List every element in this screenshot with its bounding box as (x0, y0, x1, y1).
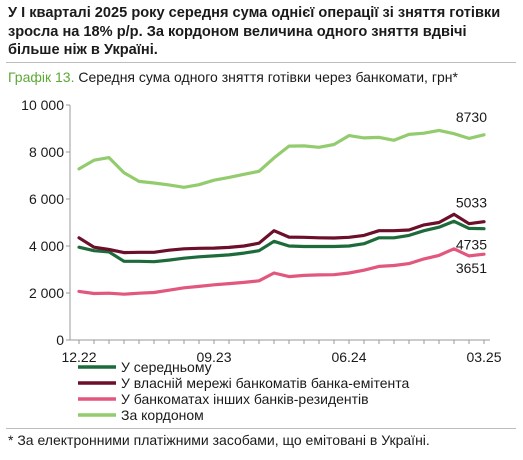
headline: У І кварталі 2025 року середня сума одні… (8, 5, 501, 58)
y-tick-label: 10 000 (21, 97, 64, 113)
legend-label-abroad: За кордоном (121, 407, 204, 423)
figure-number: Графік 13. (8, 69, 75, 85)
end-label-abroad: 8730 (456, 109, 487, 125)
series-line-abroad (77, 128, 486, 189)
x-tick-label: 12.22 (61, 349, 96, 365)
legend-label-own-network: У власній мережі банкоматів банка-емітен… (121, 375, 409, 391)
footnote: * За електронними платіжними засобами, щ… (8, 432, 430, 448)
end-label-own-network: 5033 (456, 195, 487, 211)
y-tick-label: 4 000 (29, 238, 64, 254)
legend-label-other-banks: У банкоматах інших банків-резидентів (121, 391, 369, 407)
x-tick-label: 06.24 (331, 349, 366, 365)
y-axis: 0 2 000 4 000 6 000 8 000 10 000 (21, 97, 71, 348)
series-line-own-network (77, 212, 486, 255)
series-lines (77, 128, 486, 296)
figure-caption: Графік 13. Середня сума одного зняття го… (8, 69, 516, 85)
x-tick-label: 09.23 (196, 349, 231, 365)
y-tick-label: 8 000 (29, 144, 64, 160)
legend-label-average: У середньому (121, 359, 212, 375)
end-label-average: 4735 (456, 237, 487, 253)
x-axis: 12.22 09.23 06.24 03.25 (61, 339, 502, 365)
y-tick-label: 0 (56, 332, 64, 348)
y-tick-label: 6 000 (29, 191, 64, 207)
footnote-divider (6, 428, 516, 429)
y-tick-label: 2 000 (29, 285, 64, 301)
headline-divider (6, 62, 516, 63)
series-line-average (77, 219, 486, 264)
end-labels: 8730 5033 4735 3651 (456, 109, 487, 276)
end-label-other-banks: 3651 (456, 260, 487, 276)
figure-caption-text: Середня сума одного зняття готівки через… (78, 69, 458, 85)
series-line-other-banks (77, 247, 486, 296)
x-tick-label: 03.25 (466, 349, 501, 365)
